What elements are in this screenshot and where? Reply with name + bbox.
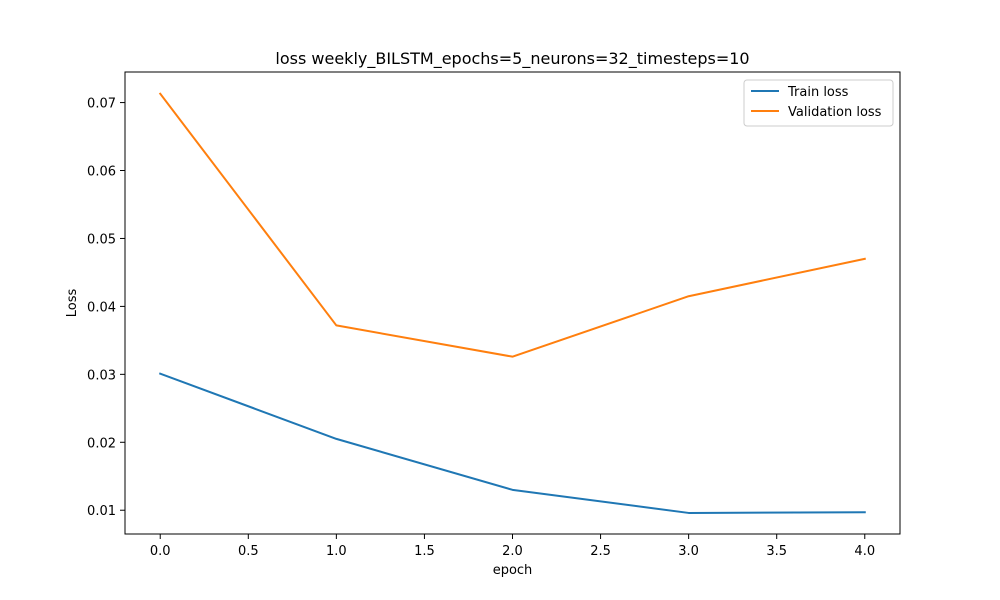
legend-box [743, 79, 894, 127]
y-tick-label: 0.05 [87, 232, 116, 247]
y-tick-label: 0.07 [87, 97, 116, 112]
x-axis-ticks: 0.0 0.5 1.0 1.5 2.0 2.5 3.0 3.5 4.0 [150, 534, 875, 559]
x-tick-label: 2.5 [590, 544, 611, 559]
x-tick-label: 4.0 [854, 544, 875, 559]
y-axis-label: Loss [65, 289, 80, 318]
x-tick-label: 3.5 [766, 544, 787, 559]
y-tick-label: 0.06 [87, 165, 116, 180]
x-tick-label: 2.0 [502, 544, 523, 559]
x-tick-label: 0.0 [150, 544, 171, 559]
x-tick-label: 1.0 [326, 544, 347, 559]
legend-label-train-loss: Train loss [787, 85, 849, 100]
x-axis-label: epoch [493, 563, 533, 578]
y-tick-label: 0.04 [87, 300, 116, 315]
plot-area [158, 92, 866, 514]
axes-frame [124, 71, 901, 535]
legend: Train loss Validation loss [743, 79, 894, 127]
chart-title: loss weekly_BILSTM_epochs=5_neurons=32_t… [275, 49, 749, 69]
x-tick-label: 3.0 [678, 544, 699, 559]
y-tick-label: 0.03 [87, 368, 116, 383]
y-tick-label: 0.01 [87, 504, 116, 519]
legend-label-validation-loss: Validation loss [788, 105, 882, 120]
y-axis-ticks: 0.01 0.02 0.03 0.04 0.05 0.06 0.07 [87, 97, 125, 519]
series-line-validation-loss [158, 92, 866, 358]
x-tick-label: 1.5 [414, 544, 435, 559]
x-tick-label: 0.5 [238, 544, 259, 559]
series-line-train-loss [158, 372, 866, 514]
y-tick-label: 0.02 [87, 436, 116, 451]
